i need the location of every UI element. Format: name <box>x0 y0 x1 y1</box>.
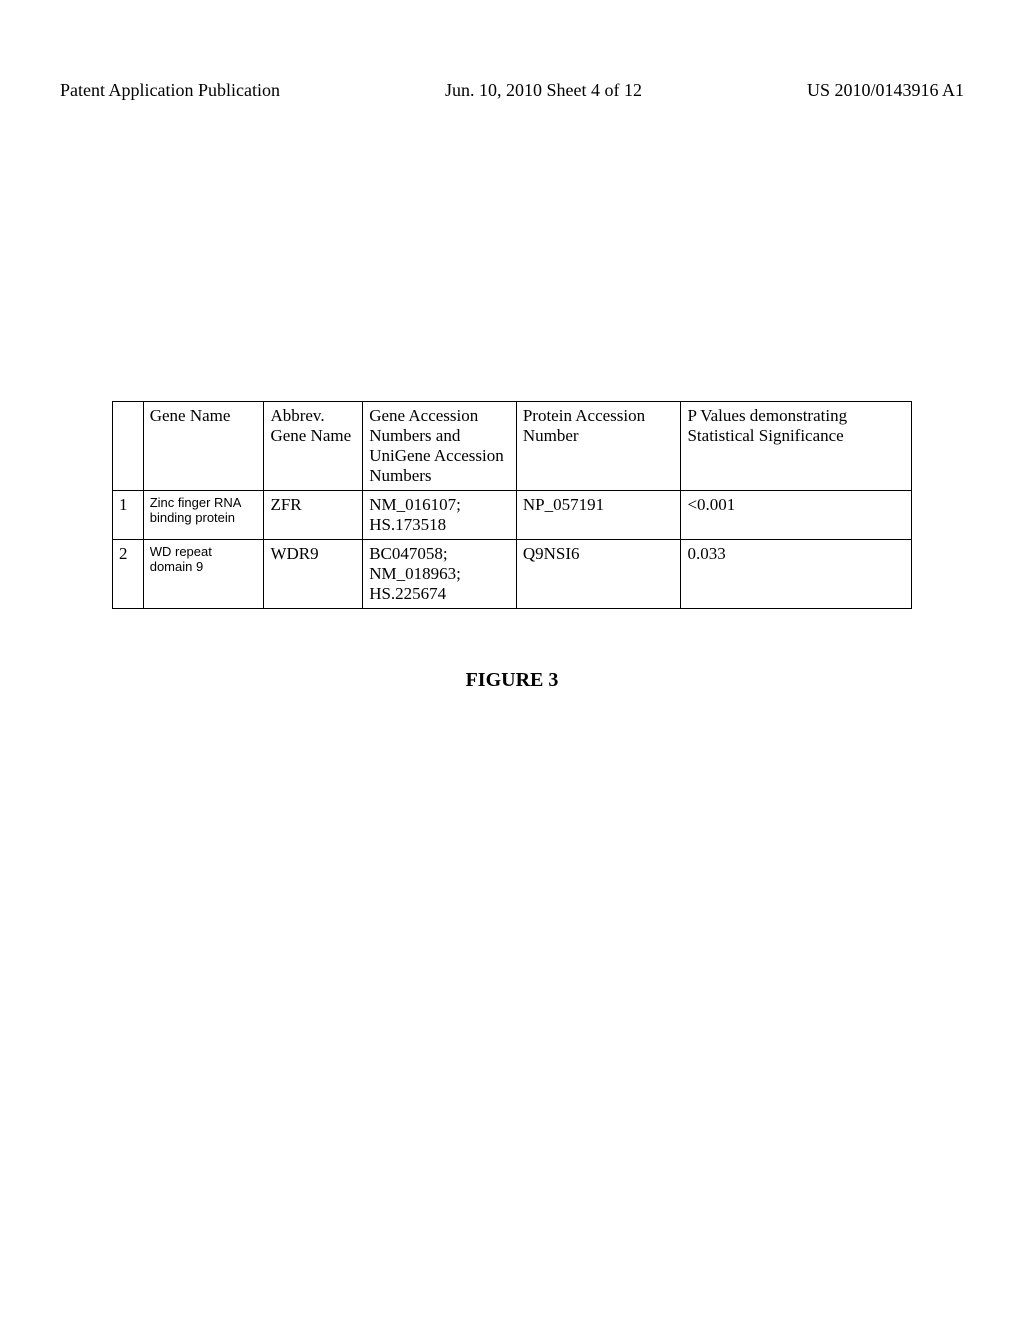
header-right: US 2010/0143916 A1 <box>807 80 964 101</box>
cell-abbrev: ZFR <box>264 491 363 540</box>
cell-abbrev: WDR9 <box>264 540 363 609</box>
col-protein: Protein Accession Number <box>516 402 681 491</box>
cell-protein: NP_057191 <box>516 491 681 540</box>
cell-accession: BC047058; NM_018963; HS.225674 <box>363 540 517 609</box>
cell-accession: NM_016107; HS.173518 <box>363 491 517 540</box>
col-index <box>113 402 144 491</box>
table-header-row: Gene Name Abbrev. Gene Name Gene Accessi… <box>113 402 912 491</box>
page-header: Patent Application Publication Jun. 10, … <box>60 80 964 101</box>
row-index: 1 <box>113 491 144 540</box>
col-pvalue: P Values demonstrating Statistical Signi… <box>681 402 912 491</box>
cell-pvalue: <0.001 <box>681 491 912 540</box>
gene-table: Gene Name Abbrev. Gene Name Gene Accessi… <box>112 401 912 609</box>
cell-protein: Q9NSI6 <box>516 540 681 609</box>
table-row: 1 Zinc finger RNA binding protein ZFR NM… <box>113 491 912 540</box>
cell-gene-name: WD repeat domain 9 <box>143 540 264 609</box>
table-row: 2 WD repeat domain 9 WDR9 BC047058; NM_0… <box>113 540 912 609</box>
row-index: 2 <box>113 540 144 609</box>
col-abbrev: Abbrev. Gene Name <box>264 402 363 491</box>
header-left: Patent Application Publication <box>60 80 280 101</box>
col-accession: Gene Accession Numbers and UniGene Acces… <box>363 402 517 491</box>
gene-table-container: Gene Name Abbrev. Gene Name Gene Accessi… <box>112 401 912 609</box>
header-mid: Jun. 10, 2010 Sheet 4 of 12 <box>445 80 642 101</box>
cell-gene-name: Zinc finger RNA binding protein <box>143 491 264 540</box>
cell-pvalue: 0.033 <box>681 540 912 609</box>
figure-label: FIGURE 3 <box>60 669 964 692</box>
col-gene-name: Gene Name <box>143 402 264 491</box>
